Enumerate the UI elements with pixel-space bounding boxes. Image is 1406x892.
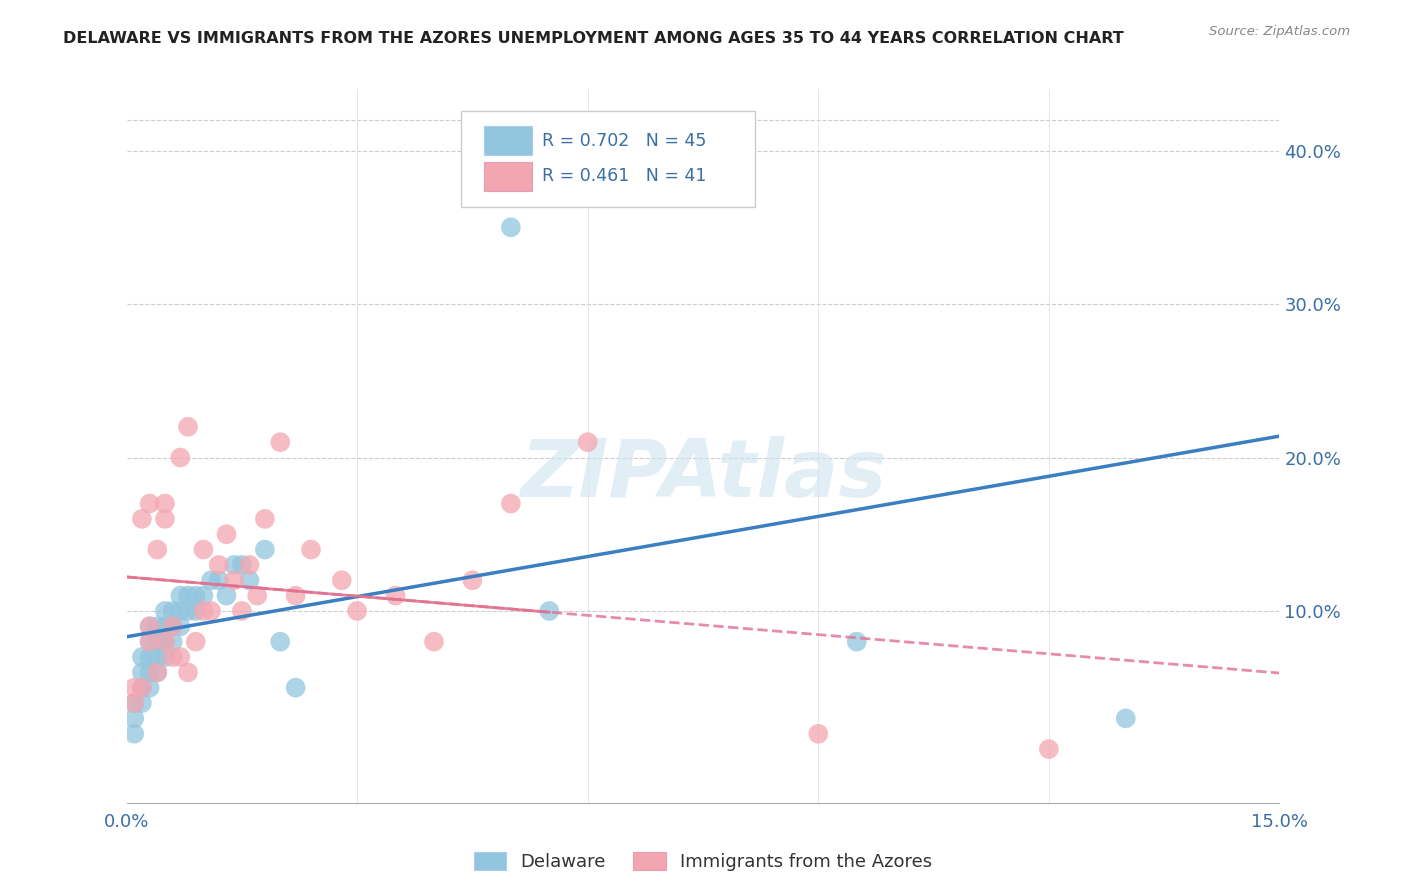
Point (153, 512, 176, 526)
Point (122, 696, 145, 710)
Point (238, 574, 260, 588)
Point (122, 696, 145, 710)
Point (131, 696, 153, 710)
Point (177, 589, 200, 603)
Point (169, 650, 191, 665)
Point (138, 634, 160, 648)
Point (231, 604, 253, 618)
FancyBboxPatch shape (484, 162, 533, 191)
Point (162, 634, 184, 648)
Point (184, 634, 207, 648)
Point (845, 634, 868, 648)
Point (193, 542, 215, 557)
Point (138, 650, 160, 665)
Point (807, 727, 830, 741)
Point (131, 665, 153, 680)
Point (153, 497, 176, 511)
Point (162, 650, 184, 665)
Point (153, 634, 176, 648)
Point (162, 619, 184, 633)
Point (138, 619, 160, 633)
Point (131, 512, 153, 526)
Point (169, 589, 191, 603)
Text: Source: ZipAtlas.com: Source: ZipAtlas.com (1209, 25, 1350, 38)
Point (162, 604, 184, 618)
Point (153, 634, 176, 648)
Text: DELAWARE VS IMMIGRANTS FROM THE AZORES UNEMPLOYMENT AMONG AGES 35 TO 44 YEARS CO: DELAWARE VS IMMIGRANTS FROM THE AZORES U… (63, 31, 1123, 46)
Text: R = 0.461   N = 41: R = 0.461 N = 41 (541, 168, 706, 186)
Point (423, 634, 446, 648)
Point (284, 681, 307, 695)
Point (169, 619, 191, 633)
Text: R = 0.702   N = 45: R = 0.702 N = 45 (541, 132, 706, 150)
Point (162, 619, 184, 633)
Point (153, 619, 176, 633)
Point (299, 542, 322, 557)
Point (1038, 742, 1060, 756)
Point (224, 574, 246, 588)
Point (246, 589, 269, 603)
Point (224, 558, 246, 572)
Point (146, 619, 169, 633)
Point (146, 542, 169, 557)
Point (200, 604, 222, 618)
Point (208, 558, 231, 572)
Point (215, 589, 238, 603)
Point (146, 665, 169, 680)
Point (269, 435, 291, 450)
FancyBboxPatch shape (461, 111, 755, 207)
Point (138, 665, 160, 680)
Point (177, 604, 200, 618)
Point (122, 711, 145, 725)
Point (499, 220, 522, 235)
Point (461, 574, 484, 588)
Point (177, 665, 200, 680)
Point (538, 604, 561, 618)
Text: ZIPAtlas: ZIPAtlas (520, 435, 886, 514)
Point (253, 542, 276, 557)
Point (499, 497, 522, 511)
Point (1115, 711, 1137, 725)
Point (131, 650, 153, 665)
Point (146, 665, 169, 680)
Point (200, 574, 222, 588)
Point (131, 681, 153, 695)
Point (576, 435, 599, 450)
Point (138, 619, 160, 633)
Point (384, 589, 406, 603)
Point (122, 681, 145, 695)
Point (177, 419, 200, 434)
Point (269, 634, 291, 648)
Point (153, 604, 176, 618)
Point (193, 604, 215, 618)
Point (193, 589, 215, 603)
Point (330, 574, 353, 588)
Point (215, 527, 238, 541)
Point (238, 558, 260, 572)
Point (146, 634, 169, 648)
Point (169, 450, 191, 465)
Point (346, 604, 368, 618)
Point (138, 681, 160, 695)
Point (138, 634, 160, 648)
Point (184, 589, 207, 603)
Legend: Delaware, Immigrants from the Azores: Delaware, Immigrants from the Azores (467, 845, 939, 879)
Point (153, 650, 176, 665)
Point (184, 604, 207, 618)
Point (730, 159, 752, 173)
Point (131, 681, 153, 695)
Point (253, 512, 276, 526)
Point (146, 650, 169, 665)
Point (231, 558, 253, 572)
Point (284, 589, 307, 603)
Point (169, 604, 191, 618)
Point (122, 727, 145, 741)
Point (138, 497, 160, 511)
Point (208, 574, 231, 588)
FancyBboxPatch shape (484, 127, 533, 155)
